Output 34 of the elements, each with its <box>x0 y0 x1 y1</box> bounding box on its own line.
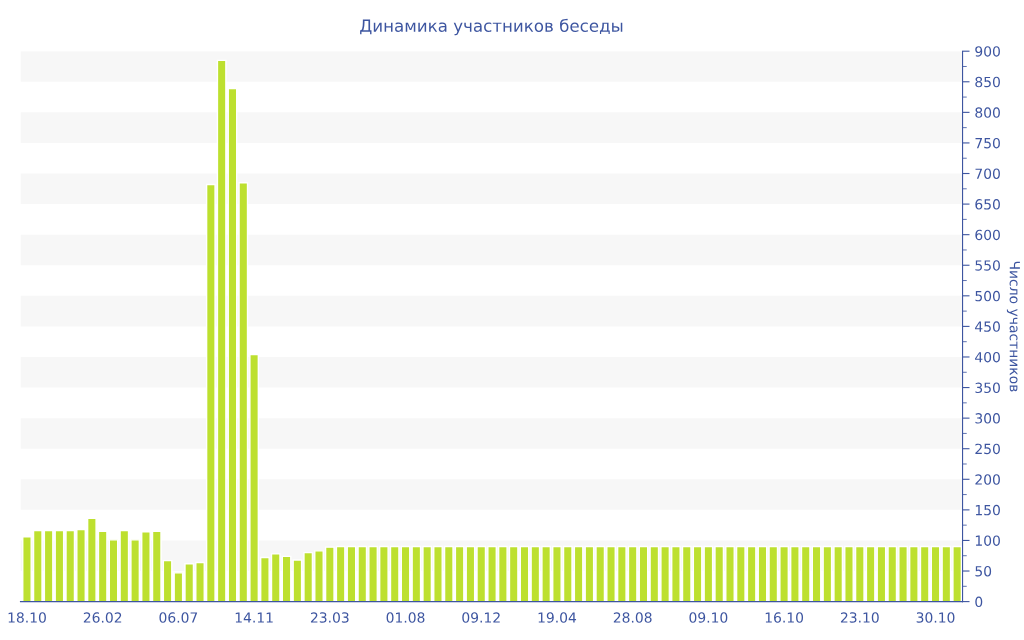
x-tick-label: 01.08 <box>386 612 425 623</box>
x-tick-label: 23.10 <box>840 612 879 623</box>
y-tick-label: 650 <box>975 199 1000 210</box>
x-tick-label: 09.12 <box>462 612 500 623</box>
x-tick-label: 28.08 <box>613 612 652 623</box>
x-tick-label: 16.10 <box>765 612 804 623</box>
x-tick-label: 26.02 <box>83 612 122 623</box>
y-tick-label: 350 <box>975 382 1000 394</box>
y-tick-label: 300 <box>975 413 1000 424</box>
x-tick-label: 09.10 <box>689 612 728 623</box>
x-tick-label: 23.03 <box>310 612 349 623</box>
y-tick-label: 850 <box>975 76 1000 88</box>
y-tick-label: 250 <box>975 443 1000 455</box>
y-tick-label: 200 <box>975 474 1000 485</box>
y-tick-label: 50 <box>975 565 992 577</box>
y-tick-label: 550 <box>975 260 1000 271</box>
y-tick-label: 700 <box>975 168 1000 179</box>
x-tick-label: 19.04 <box>538 612 577 623</box>
y-tick-label: 750 <box>975 137 1000 149</box>
y-tick-label: 600 <box>975 229 1000 241</box>
y-tick-label: 800 <box>975 107 1000 118</box>
y-axis-title: Число участников <box>1006 261 1020 392</box>
y-tick-label: 100 <box>975 535 1000 546</box>
x-tick-label: 30.10 <box>916 612 955 623</box>
y-tick-label: 500 <box>975 290 1000 302</box>
chart-title: Динамика участников беседы <box>360 18 623 36</box>
y-tick-label: 450 <box>975 321 1000 332</box>
x-tick-label: 06.07 <box>159 612 198 623</box>
y-tick-label: 0 <box>975 596 983 608</box>
y-tick-label: 400 <box>975 351 1000 363</box>
y-tick-label: 150 <box>975 504 1000 516</box>
x-tick-label: 14.11 <box>235 612 273 623</box>
y-tick-label: 900 <box>975 46 1000 57</box>
x-tick-label: 18.10 <box>8 612 46 623</box>
